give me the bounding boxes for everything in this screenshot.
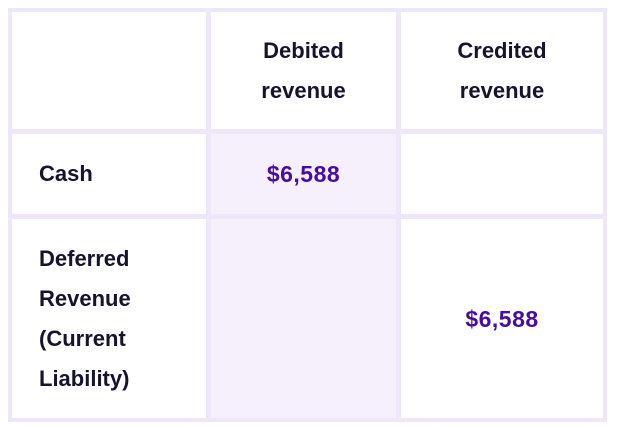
cell-deferred-credited-amount: $6,588 — [401, 219, 603, 418]
row-label-cash: Cash — [12, 134, 206, 214]
row-label-deferred-revenue: Deferred Revenue (Current Liability) — [12, 219, 206, 418]
header-cell-credited-revenue: Credited revenue — [401, 12, 603, 129]
cell-cash-credited-empty — [401, 134, 603, 214]
row-label-text: Cash — [39, 161, 93, 186]
amount-text: $6,588 — [266, 161, 341, 187]
header-cell-debited-revenue: Debited revenue — [211, 12, 396, 129]
cell-cash-debited-amount: $6,588 — [211, 134, 396, 214]
column-header-label: Debited revenue — [261, 37, 346, 103]
amount-text: $6,588 — [465, 305, 539, 332]
cell-deferred-debited-empty — [211, 219, 396, 418]
column-header-label: Credited revenue — [457, 37, 547, 103]
header-cell-blank — [12, 12, 206, 129]
row-label-text: Deferred Revenue (Current Liability) — [39, 245, 131, 391]
journal-entry-table: Debited revenue Credited revenue Cash $6… — [8, 8, 607, 422]
